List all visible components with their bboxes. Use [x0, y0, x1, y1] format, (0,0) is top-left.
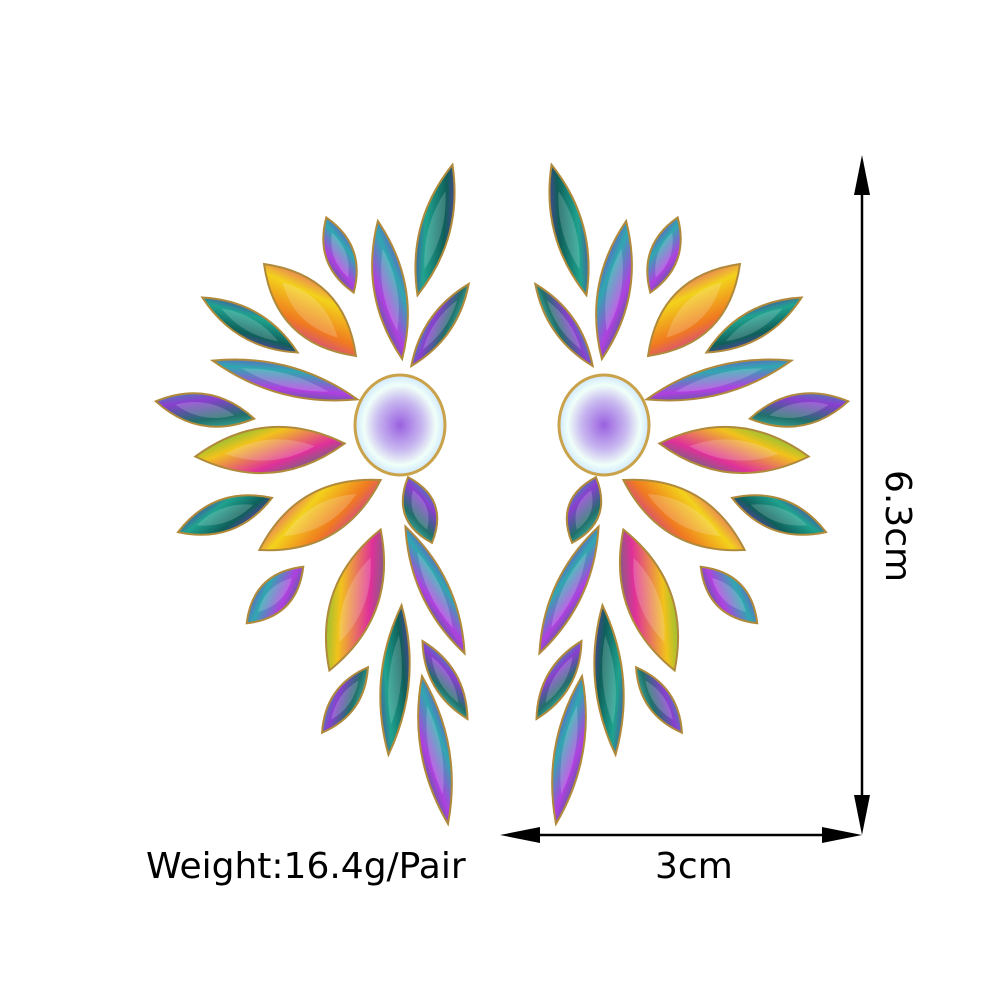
stone-facet [388, 635, 402, 725]
stone-facet [546, 300, 582, 350]
marquise-stone [538, 524, 600, 656]
stone-facet [424, 190, 446, 270]
marquise-stone [409, 282, 471, 368]
arrow-down-icon [854, 795, 870, 835]
marquise-stone [551, 673, 587, 827]
marquise-stone [153, 392, 257, 428]
right-earring [533, 162, 851, 827]
marquise-stone [657, 425, 811, 475]
stone-facet [750, 504, 808, 526]
stone-facet [666, 282, 722, 338]
stone-facet [605, 248, 623, 332]
marquise-stone [646, 262, 742, 358]
stone-facet [196, 504, 254, 526]
marquise-stone [704, 296, 804, 354]
marquise-stone [209, 358, 361, 402]
marquise-stone [371, 218, 409, 362]
arrow-left-icon [500, 827, 540, 843]
stone-facet [575, 490, 593, 530]
marquise-stone [176, 494, 274, 536]
marquise-stone [257, 478, 383, 552]
height-label: 6.3cm [877, 470, 918, 583]
stone-facet [655, 232, 673, 278]
width-label: 3cm [655, 846, 733, 887]
marquise-stone [417, 673, 453, 827]
marquise-stone [245, 565, 305, 625]
stone-facet [411, 490, 429, 530]
stone-facet [331, 680, 359, 720]
stone-facet [431, 656, 459, 704]
marquise-stone [262, 262, 358, 358]
stone-facet [225, 439, 315, 461]
marquise-stone [730, 494, 828, 536]
left-earring [153, 162, 471, 827]
marquise-stone [699, 565, 759, 625]
marquise-stone [548, 162, 590, 298]
stone-facet [689, 439, 779, 461]
marquise-stone [634, 665, 684, 735]
marquise-stone [595, 218, 633, 362]
arrow-up-icon [854, 155, 870, 195]
marquise-stone [322, 215, 358, 295]
marquise-stone [200, 296, 300, 354]
marquise-stone [535, 639, 583, 721]
marquise-stone [404, 524, 466, 656]
marquise-stone [320, 665, 370, 735]
dimension-lines [500, 155, 870, 843]
stone-facet [422, 300, 458, 350]
stone-facet [417, 551, 453, 629]
marquise-stone [643, 358, 795, 402]
stone-facet [331, 232, 349, 278]
marquise-stone [421, 639, 469, 721]
stone-facet [769, 402, 829, 418]
stone-facet [647, 494, 721, 536]
stone-facet [545, 656, 573, 704]
arrow-right-icon [822, 827, 862, 843]
stone-facet [602, 635, 616, 725]
weight-label: Weight:16.4g/Pair [146, 846, 466, 887]
marquise-stone [646, 215, 682, 295]
marquise-stone [325, 527, 385, 673]
marquise-stone [193, 425, 347, 475]
stone-facet [283, 494, 357, 536]
marquise-stone [621, 478, 747, 552]
stone-facet [426, 705, 444, 795]
stone-facet [712, 578, 746, 612]
stone-facet [558, 190, 580, 270]
marquise-stone [565, 475, 603, 545]
stone-facet [339, 557, 371, 643]
stone-facet [282, 282, 338, 338]
stone-facet [221, 308, 279, 342]
stone-facet [175, 402, 235, 418]
stone-facet [725, 308, 783, 342]
marquise-stone [401, 475, 439, 545]
stone-facet [645, 680, 673, 720]
stone-facet [381, 248, 399, 332]
center-round-stone [353, 373, 447, 477]
marquise-stone [414, 162, 456, 298]
stone-facet [560, 705, 578, 795]
marquise-stone [747, 392, 851, 428]
marquise-stone [593, 602, 625, 758]
stone-facet [551, 551, 587, 629]
stone-facet [675, 368, 763, 392]
stone-facet [258, 578, 292, 612]
stone-facet [241, 368, 329, 392]
marquise-stone [619, 527, 679, 673]
center-round-stone [557, 373, 651, 477]
marquise-stone [379, 602, 411, 758]
marquise-stone [533, 282, 595, 368]
stone-facet [633, 557, 665, 643]
